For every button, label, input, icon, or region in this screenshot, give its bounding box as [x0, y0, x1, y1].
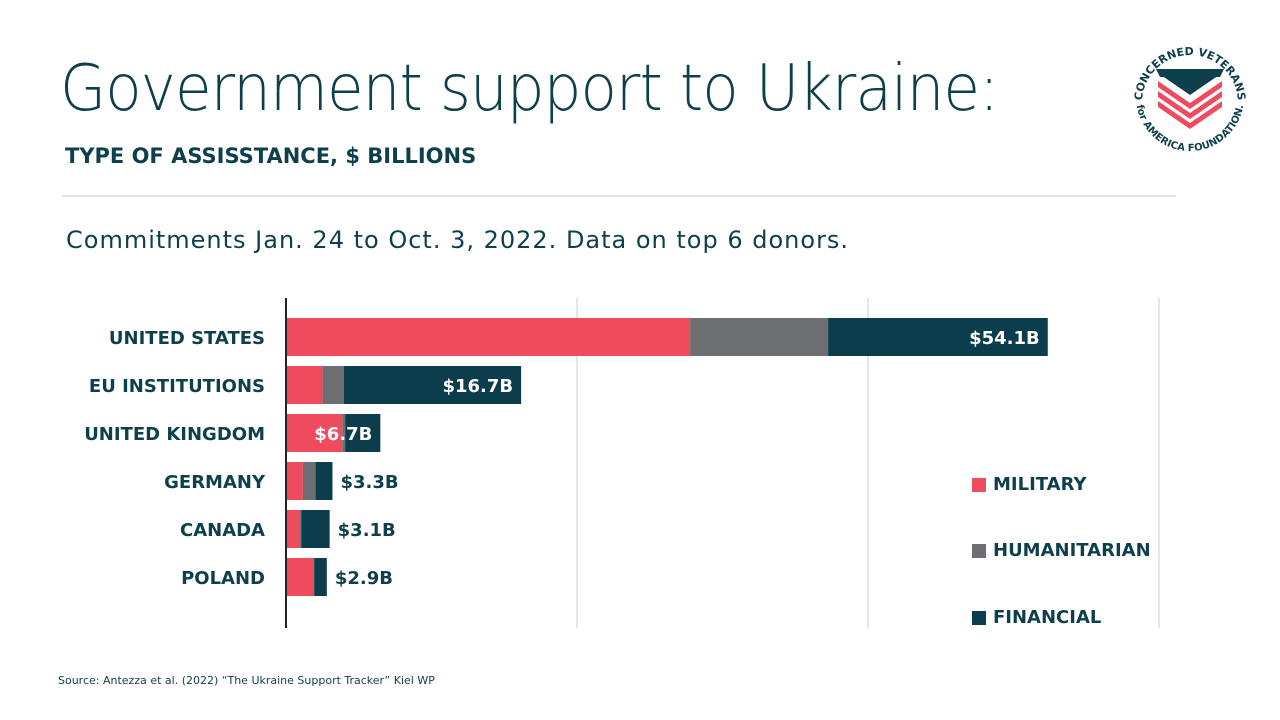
- data-label: $2.9B: [335, 568, 393, 589]
- bar-segment-military: [286, 318, 691, 356]
- bar-segment-financial: [828, 318, 1048, 356]
- category-label: CANADA: [180, 520, 265, 541]
- legend-label: FINANCIAL: [993, 607, 1102, 628]
- data-label: $54.1B: [969, 328, 1040, 349]
- bar-segment-humanitarian: [300, 510, 302, 548]
- divider: [62, 195, 1176, 197]
- bar-segment-military: [286, 414, 343, 452]
- bar-segment-military: [286, 366, 323, 404]
- category-label: UNITED KINGDOM: [84, 424, 265, 445]
- bar-segment-humanitarian: [302, 462, 316, 500]
- bar-segment-financial: [314, 558, 327, 596]
- category-label: GERMANY: [164, 472, 266, 493]
- bar-segment-financial: [343, 366, 522, 404]
- bar-segment-humanitarian: [322, 366, 344, 404]
- bar-segment-military: [286, 558, 315, 596]
- source-note: Source: Antezza et al. (2022) “The Ukrai…: [58, 674, 435, 687]
- legend-label: HUMANITARIAN: [993, 540, 1151, 561]
- data-label: $3.1B: [338, 520, 396, 541]
- data-label: $3.3B: [340, 472, 398, 493]
- bar-segment-financial: [345, 414, 381, 452]
- page-title: Government support to Ukraine:: [60, 52, 999, 126]
- bar-segment-humanitarian: [342, 414, 346, 452]
- bar-segment-military: [286, 462, 303, 500]
- legend-swatch-military: [972, 478, 986, 492]
- bar-segment-humanitarian: [690, 318, 829, 356]
- legend-swatch-humanitarian: [972, 544, 986, 558]
- legend-swatch-financial: [972, 611, 986, 625]
- page-subtitle: TYPE OF ASSISSTANCE, $ BILLIONS: [65, 144, 477, 168]
- category-label: POLAND: [181, 568, 265, 589]
- shield-flag-icon: [1156, 69, 1224, 129]
- legend-label: MILITARY: [993, 474, 1087, 495]
- category-label: UNITED STATES: [109, 328, 265, 349]
- chart-note: Commitments Jan. 24 to Oct. 3, 2022. Dat…: [66, 226, 850, 254]
- logo: CONCERNED VETERANS for AMERICA FOUNDATIO…: [1132, 45, 1248, 154]
- bar-segment-military: [286, 510, 301, 548]
- data-label: $6.7B: [314, 424, 372, 445]
- category-label: EU INSTITUTIONS: [89, 376, 265, 397]
- bar-segment-financial: [301, 510, 330, 548]
- bar-segment-financial: [315, 462, 333, 500]
- data-label: $16.7B: [442, 376, 513, 397]
